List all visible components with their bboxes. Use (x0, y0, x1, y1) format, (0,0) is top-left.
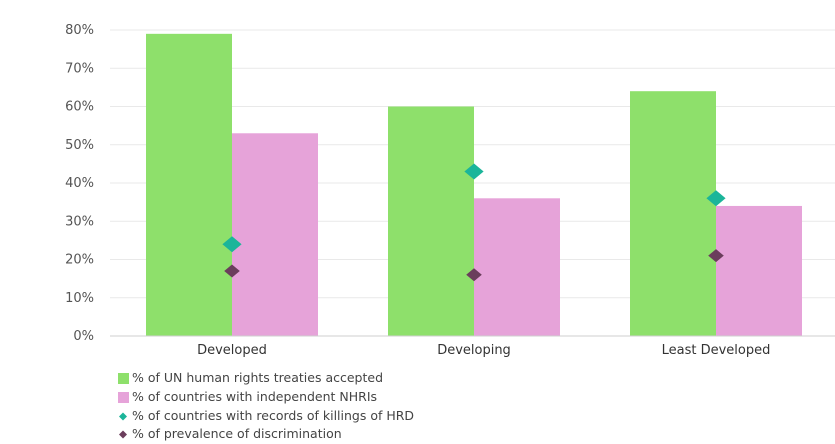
marker-discrimination-0 (224, 264, 240, 278)
marker-discrimination-1 (466, 268, 482, 282)
legend-label: % of prevalence of discrimination (132, 426, 342, 441)
legend: % of UN human rights treaties accepted % … (118, 370, 414, 441)
y-tick-label: 0% (73, 329, 94, 344)
legend-label: % of countries with independent NHRIs (132, 389, 377, 404)
bar-treaties-0 (146, 33, 232, 336)
x-category-label: Least Developed (662, 343, 771, 358)
bar-treaties-1 (388, 106, 474, 336)
bar-nhri-0 (232, 133, 318, 336)
y-tick-label: 80% (65, 23, 94, 38)
x-category-label: Developing (437, 343, 511, 358)
legend-label: % of UN human rights treaties accepted (132, 370, 383, 385)
y-tick-label: 20% (65, 253, 94, 268)
bar-nhri-1 (474, 198, 560, 336)
x-category-label: Developed (197, 343, 267, 358)
y-tick-label: 70% (65, 61, 94, 76)
legend-label: % of countries with records of killings … (132, 408, 414, 423)
legend-swatch (118, 392, 129, 403)
marker-hrd-1 (464, 163, 484, 180)
legend-swatch (119, 412, 127, 421)
legend-swatch (118, 373, 129, 384)
y-tick-label: 10% (65, 291, 94, 306)
y-tick-label: 30% (65, 214, 94, 229)
y-tick-label: 50% (65, 138, 94, 153)
marker-discrimination-2 (708, 249, 724, 263)
x-axis: Developed Developing Least Developed (110, 335, 835, 358)
bars (146, 33, 802, 336)
marker-hrd-2 (706, 190, 726, 207)
y-tick-label: 40% (65, 176, 94, 191)
y-tick-label: 60% (65, 100, 94, 115)
marker-hrd-0 (222, 236, 242, 253)
markers (222, 163, 726, 282)
bar-treaties-2 (630, 91, 716, 336)
bar-nhri-2 (716, 205, 802, 336)
legend-swatch (119, 430, 127, 439)
y-axis-ticks: 0% 10% 20% 30% 40% 50% 60% 70% 80% (65, 23, 94, 344)
